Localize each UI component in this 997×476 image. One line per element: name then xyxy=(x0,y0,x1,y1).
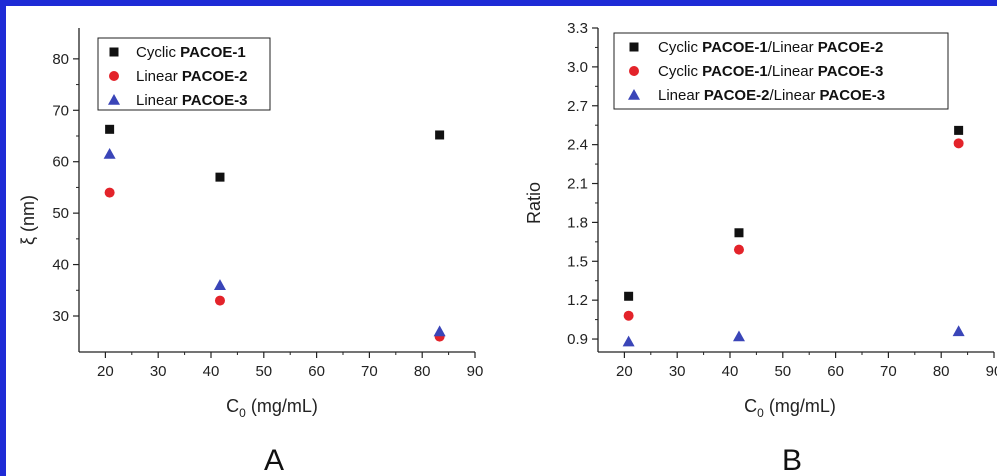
legend-entry-part: /Linear xyxy=(769,87,819,104)
panel-letter: A xyxy=(264,444,284,476)
data-point xyxy=(732,330,745,342)
legend-marker xyxy=(108,94,120,105)
data-point xyxy=(104,187,115,198)
x-axis-title-unit: (mg/mL) xyxy=(246,396,318,416)
x-axis-title-main: C xyxy=(744,396,757,416)
legend-entry-part: Linear xyxy=(658,87,704,104)
legend-entry-plain: Cyclic xyxy=(136,44,180,61)
legend-entry: Linear PACOE-3 xyxy=(136,92,247,109)
x-tick-label: 30 xyxy=(150,363,167,380)
legend-entry-part: Cyclic xyxy=(658,63,702,80)
legend-marker xyxy=(629,66,639,76)
data-point xyxy=(734,228,744,238)
y-tick-label: 30 xyxy=(52,308,69,325)
legend-entry: Cyclic PACOE-1 xyxy=(136,44,246,61)
data-point xyxy=(435,130,445,140)
legend-entry-part: /Linear xyxy=(768,63,818,80)
x-tick-label: 80 xyxy=(933,363,950,380)
x-axis-title-subscript: 0 xyxy=(757,406,764,420)
x-tick-label: 90 xyxy=(467,363,484,380)
y-tick-label: 1.8 xyxy=(567,214,588,231)
legend-entry: Linear PACOE-2/Linear PACOE-3 xyxy=(658,87,885,104)
data-point xyxy=(953,138,964,149)
legend-entry-bold: PACOE-2 xyxy=(182,68,248,85)
x-tick-label: 60 xyxy=(308,363,325,380)
x-tick-label: 50 xyxy=(255,363,272,380)
y-tick-label: 0.9 xyxy=(567,331,588,348)
x-tick-label: 70 xyxy=(361,363,378,380)
y-axis-title: Ratio xyxy=(524,182,544,224)
data-point xyxy=(622,335,635,347)
x-tick-label: 20 xyxy=(616,363,633,380)
panel-a-chart: 20 30 40 50 60 70 80 90 30 40 50 60 70 80 ξ (nm) C0 (mg… xyxy=(18,28,483,476)
legend-box xyxy=(613,32,949,110)
data-point xyxy=(624,291,634,301)
y-axis-title: ξ (nm) xyxy=(18,195,38,245)
data-point xyxy=(213,279,226,290)
legend-marker xyxy=(628,89,640,100)
y-tick-label: 60 xyxy=(52,154,69,171)
x-tick-label: 60 xyxy=(827,363,844,380)
legend-entry-part: Cyclic xyxy=(658,39,702,56)
legend-box xyxy=(97,37,271,111)
legend-entry-plain: Linear xyxy=(136,92,182,109)
legend-entry: Linear PACOE-2 xyxy=(136,68,247,85)
x-tick-label: 40 xyxy=(722,363,739,380)
x-tick-label: 80 xyxy=(414,363,431,380)
y-tick-label: 40 xyxy=(52,257,69,274)
x-tick-label: 70 xyxy=(880,363,897,380)
legend-entry-part: PACOE-3 xyxy=(820,87,886,104)
data-point xyxy=(215,172,225,182)
data-point xyxy=(103,148,116,159)
legend-entry: Cyclic PACOE-1/Linear PACOE-3 xyxy=(658,63,883,80)
x-axis-title-main: C xyxy=(226,396,239,416)
legend-entry-part: PACOE-3 xyxy=(818,63,884,80)
y-tick-label: 1.2 xyxy=(567,292,588,309)
x-axis-title-subscript: 0 xyxy=(239,406,246,420)
y-tick-label: 1.5 xyxy=(567,253,588,270)
data-point xyxy=(733,244,744,255)
legend-marker xyxy=(109,71,119,81)
legend-entry-bold: PACOE-3 xyxy=(182,92,248,109)
x-tick-label: 40 xyxy=(203,363,220,380)
y-tick-label: 3.3 xyxy=(567,20,588,37)
data-point xyxy=(105,124,115,134)
y-tick-label: 2.7 xyxy=(567,98,588,115)
x-tick-label: 50 xyxy=(774,363,791,380)
legend-marker xyxy=(109,47,119,57)
y-tick-label: 2.4 xyxy=(567,137,588,154)
legend-entry-part: PACOE-1 xyxy=(702,39,768,56)
y-tick-label: 3.0 xyxy=(567,59,588,76)
x-tick-label: 30 xyxy=(669,363,686,380)
data-point xyxy=(433,325,446,337)
x-axis-title-unit: (mg/mL) xyxy=(764,396,836,416)
x-tick-label: 90 xyxy=(986,363,997,380)
legend-entry-bold: PACOE-1 xyxy=(180,44,246,61)
panel-b-chart: 20 30 40 50 60 70 80 90 0.9 1.2 1.5 1.8 2.1 2.4 2.7 3.0… xyxy=(524,20,997,476)
panel-letter: B xyxy=(782,444,802,476)
y-tick-label: 2.1 xyxy=(567,176,588,193)
data-point xyxy=(954,125,964,135)
y-tick-label: 70 xyxy=(52,102,69,119)
data-point xyxy=(623,310,634,321)
x-axis-title: C0 (mg/mL) xyxy=(744,396,836,420)
legend-entry-part: PACOE-2 xyxy=(818,39,884,56)
x-axis-title: C0 (mg/mL) xyxy=(226,396,318,420)
legend-entry-plain: Linear xyxy=(136,68,182,85)
legend-marker xyxy=(629,42,639,52)
data-point xyxy=(952,325,965,337)
data-point xyxy=(214,295,225,306)
x-tick-label: 20 xyxy=(97,363,114,380)
legend-entry-part: PACOE-1 xyxy=(702,63,768,80)
y-tick-label: 80 xyxy=(52,51,69,68)
y-tick-label: 50 xyxy=(52,205,69,222)
legend-entry: Cyclic PACOE-1/Linear PACOE-2 xyxy=(658,39,883,56)
legend-entry-part: /Linear xyxy=(768,39,818,56)
legend-entry-part: PACOE-2 xyxy=(704,87,770,104)
